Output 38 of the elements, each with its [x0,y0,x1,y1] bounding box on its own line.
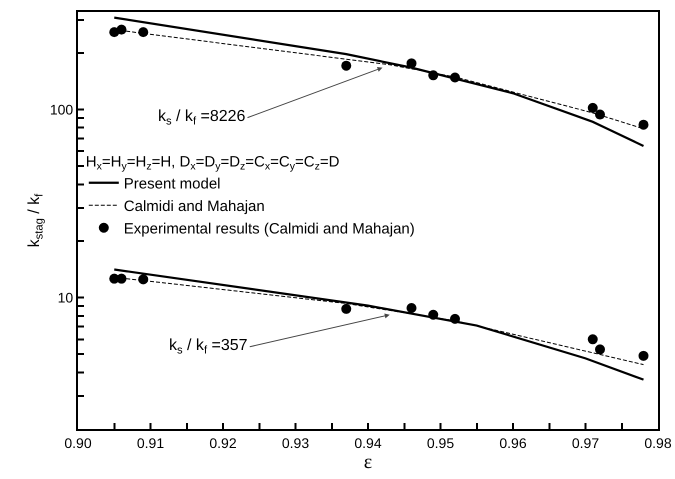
x-tick-label: 0.98 [644,434,672,451]
point [450,72,460,82]
point [406,303,416,313]
point [138,274,148,284]
line-series [113,16,645,148]
point [428,70,438,80]
point [138,27,148,38]
point [406,58,416,68]
y-tick-label: 100 [50,101,74,118]
point [116,274,126,284]
x-tick-label: 0.95 [426,434,454,451]
annotation: k$_{s}$ / k$_{f}$ =357 [169,337,248,356]
point [341,304,352,314]
legend-label: Calmidi and Mahajan [124,198,265,216]
y-tick-label: 10 [58,289,74,306]
annotation: k$_{s}$ / k$_{f}$ =8226 [158,108,246,128]
legend-label: Experimental results (Calmidi and Mahajan) [124,220,415,238]
legend-label: Present model [124,176,221,193]
line-series [113,268,645,381]
point [588,334,598,344]
point [341,60,352,71]
point [450,314,460,324]
point [428,310,438,320]
x-tick-label: 0.96 [499,434,527,451]
x-tick-label: 0.92 [209,434,237,451]
point [588,102,598,113]
point [595,344,605,354]
x-tick-label: 0.94 [354,434,382,451]
x-tick-label: 0.93 [282,434,310,451]
point [595,110,605,120]
text: H$_{x}$=H$_{y}$=H$_{z}$=H, D$_{x}$=D$_{y}$=D$_{z}$=C$_{x}$=C$_{y}$=C$_{z}$=D [86,153,340,173]
point [116,24,126,35]
x-tick-label: 0.91 [136,434,164,451]
x-axis-title: ε [364,450,372,473]
point [638,350,648,361]
x-tick-label: 0.90 [64,434,92,451]
x-tick-label: 0.97 [572,434,600,451]
point [638,120,648,130]
